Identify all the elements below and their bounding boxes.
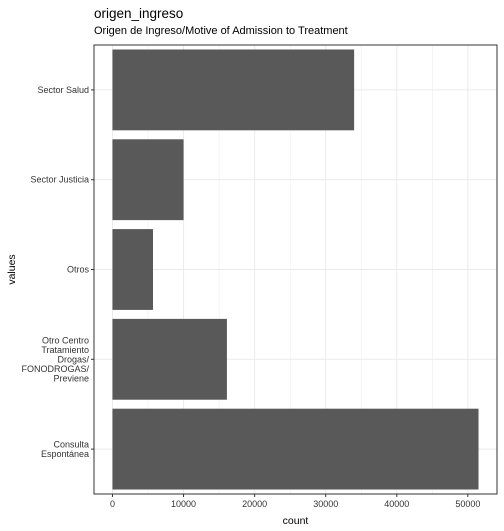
x-tick-label: 10000 (171, 499, 196, 509)
bar (112, 49, 355, 131)
y-axis-title: values (6, 254, 18, 284)
chart-title: origen_ingreso (94, 6, 183, 21)
y-tick-label: Sector Justicia (30, 175, 89, 185)
bar (112, 139, 184, 221)
x-tick-label: 50000 (455, 499, 480, 509)
y-tick-label: Consulta Espontánea (41, 439, 89, 459)
chart-subtitle: Origen de Ingreso/Motive of Admission to… (94, 25, 348, 37)
bar (112, 229, 153, 310)
y-tick-label: Otros (67, 265, 90, 275)
bar (112, 318, 227, 400)
y-tick-label: Sector Salud (37, 85, 89, 95)
x-tick-label: 0 (110, 499, 115, 509)
x-tick-label: 30000 (313, 499, 338, 509)
x-axis-title: count (283, 515, 309, 527)
y-tick-label: Otro Centro Tratamiento Drogas/FONODROGAS/… (21, 335, 89, 383)
bar (112, 408, 479, 490)
x-tick-label: 20000 (242, 499, 267, 509)
x-tick-label: 40000 (384, 499, 409, 509)
plot-panel: 0 10000 20000 30000 40000 50000 Sector Salud Se… (21, 44, 498, 509)
